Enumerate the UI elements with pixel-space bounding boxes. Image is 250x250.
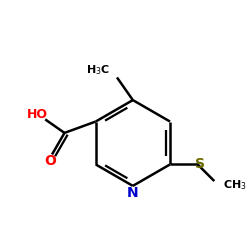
Text: H$_3$C: H$_3$C (86, 64, 110, 78)
Text: O: O (44, 154, 56, 168)
Text: HO: HO (26, 108, 48, 121)
Text: S: S (195, 158, 205, 172)
Text: N: N (127, 186, 139, 200)
Text: CH$_3$: CH$_3$ (222, 178, 246, 192)
